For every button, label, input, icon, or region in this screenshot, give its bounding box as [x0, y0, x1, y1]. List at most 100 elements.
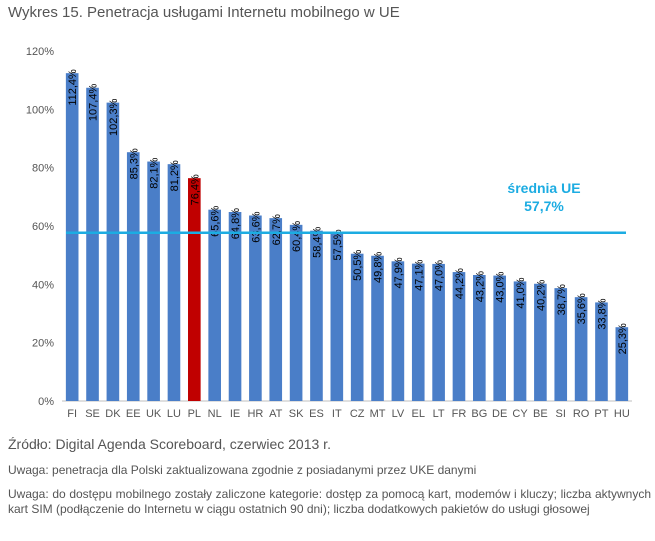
bar-el: [411, 263, 425, 401]
bar-dk: [106, 102, 120, 401]
bar-es: [310, 230, 323, 401]
x-tick-label: CY: [512, 408, 528, 420]
bar-sk: [289, 224, 303, 401]
y-tick-label: 100%: [26, 104, 54, 116]
bar-cy: [513, 281, 527, 401]
bar-be: [534, 283, 547, 401]
x-tick-label: EL: [412, 408, 425, 420]
value-label: 58,4%: [311, 226, 323, 257]
y-tick-label: 60%: [32, 221, 54, 233]
x-tick-label: PT: [594, 408, 608, 420]
value-label: 38,7%: [556, 284, 568, 315]
x-tick-label: UK: [146, 408, 162, 420]
value-label: 63,6%: [250, 211, 262, 242]
bar-pl: [188, 178, 201, 401]
value-label: 33,8%: [596, 298, 608, 329]
x-axis: FI SE DK EE UK LU PL NL IE HR AT SK ES IT CZ MT LV EL LT FR…: [67, 408, 630, 420]
x-tick-label: BE: [533, 408, 548, 420]
y-tick-label: 120%: [26, 46, 54, 58]
value-label: 81,2%: [169, 160, 181, 191]
x-tick-label: FI: [67, 408, 77, 420]
bar-lu: [167, 164, 181, 401]
y-tick-label: 0%: [38, 396, 54, 408]
x-tick-label: LU: [167, 408, 181, 420]
bar-lt: [432, 263, 445, 401]
value-label: 112,4%: [67, 69, 79, 106]
bar-si: [554, 288, 568, 401]
value-label: 47,9%: [393, 257, 405, 288]
value-label: 64,8%: [230, 208, 242, 239]
bar-hr: [249, 215, 262, 401]
x-tick-label: FR: [452, 408, 467, 420]
x-tick-label: AT: [269, 408, 283, 420]
value-label: 50,5%: [352, 250, 364, 281]
value-label: 85,3%: [128, 148, 140, 179]
value-label: 41,0%: [515, 277, 527, 308]
x-tick-label: SI: [556, 408, 566, 420]
value-label: 57,5%: [332, 229, 344, 260]
x-tick-label: CZ: [350, 408, 365, 420]
average-value: 57,7%: [524, 198, 564, 214]
value-label: 82,1%: [149, 157, 161, 188]
average-line-group: średnia UE 57,7%: [66, 180, 626, 234]
bar-it: [330, 233, 344, 401]
value-label: 65,6%: [210, 205, 222, 236]
x-tick-label: DK: [105, 408, 121, 420]
average-label: średnia UE: [507, 180, 580, 196]
bar-uk: [147, 161, 160, 401]
value-label: 107,4%: [88, 84, 100, 122]
x-tick-label: HR: [247, 408, 263, 420]
x-tick-label: NL: [208, 408, 222, 420]
value-label: 102,3%: [108, 98, 120, 136]
value-label: 60,4%: [291, 221, 303, 252]
x-tick-label: RO: [573, 408, 590, 420]
x-tick-label: SK: [289, 408, 304, 420]
value-label: 47,0%: [434, 260, 446, 291]
value-label: 76,4%: [189, 174, 201, 205]
bar-chart: 0% 20% 40% 60% 80% 100% 120% 112,4% 107,4% 102,3…: [26, 46, 632, 420]
bar-at: [269, 218, 283, 401]
bar-ee: [126, 152, 140, 401]
bar-de: [493, 275, 506, 401]
y-tick-label: 20%: [32, 338, 54, 350]
value-label: 35,6%: [576, 293, 588, 324]
x-tick-label: LV: [392, 408, 405, 420]
x-tick-label: DE: [492, 408, 507, 420]
x-tick-label: IT: [332, 408, 342, 420]
value-label: 43,0%: [495, 271, 507, 302]
x-tick-label: PL: [188, 408, 201, 420]
bar-se: [86, 87, 99, 401]
bar-mt: [371, 255, 384, 401]
source-text: Źródło: Digital Agenda Scoreboard, czerw…: [8, 436, 331, 452]
bar-bg: [473, 275, 486, 401]
x-tick-label: MT: [370, 408, 386, 420]
bar-ro: [574, 297, 588, 401]
bar-ie: [228, 212, 242, 401]
bar-cz: [350, 253, 364, 401]
x-tick-label: ES: [309, 408, 324, 420]
value-label: 25,3%: [617, 323, 629, 354]
value-label: 47,1%: [413, 259, 425, 290]
x-tick-label: SE: [85, 408, 100, 420]
bar-fr: [452, 272, 466, 401]
note-categories: Uwaga: do dostępu mobilnego zostały zali…: [8, 487, 651, 516]
value-label: 40,2%: [535, 280, 547, 311]
chart-title: Wykres 15. Penetracja usługami Internetu…: [8, 4, 400, 21]
bar-hu: [615, 327, 629, 401]
bar-nl: [208, 209, 221, 401]
bar-fi: [65, 73, 79, 402]
x-tick-label: EE: [126, 408, 141, 420]
bar-pt: [595, 302, 608, 401]
x-tick-label: BG: [471, 408, 487, 420]
note-poland: Uwaga: penetracja dla Polski zaktualizow…: [8, 463, 477, 477]
value-label: 43,2%: [474, 271, 486, 302]
bar-lv: [391, 261, 405, 401]
value-label: 49,8%: [373, 252, 385, 283]
value-label: 44,2%: [454, 268, 466, 299]
x-tick-label: HU: [614, 408, 630, 420]
y-tick-label: 40%: [32, 279, 54, 291]
x-tick-label: IE: [230, 408, 240, 420]
bars: [65, 73, 629, 402]
x-tick-label: LT: [433, 408, 445, 420]
value-labels: 112,4% 107,4% 102,3% 85,3% 82,1% 81,2% 76,4% 65…: [67, 69, 629, 354]
